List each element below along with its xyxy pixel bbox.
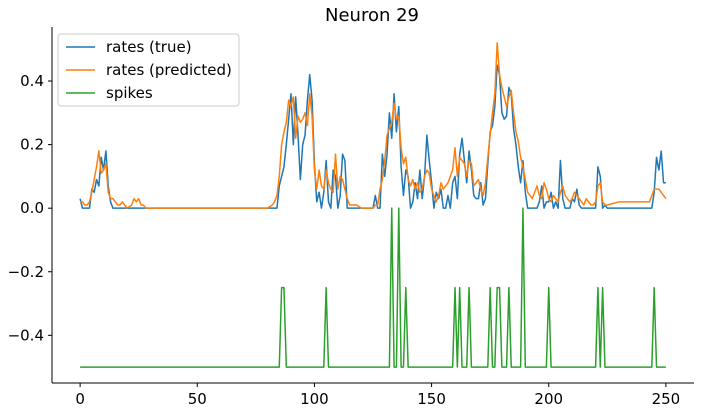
x-tick-label: 0 — [75, 390, 85, 408]
legend-label: rates (true) — [106, 38, 192, 56]
series-line-rates-predicted — [80, 42, 667, 209]
y-tick-label: 0.4 — [20, 72, 44, 90]
series-line-spikes — [80, 207, 666, 368]
legend-box — [57, 33, 240, 107]
chart-title: Neuron 29 — [325, 5, 419, 26]
x-tick-label: 250 — [652, 390, 681, 408]
axes-layer: 0 50 100 150 200 250 −0.4 −0.2 0.0 0.2 0.4 — [8, 27, 694, 408]
legend-label: spikes — [106, 84, 153, 102]
y-tick-label: −0.4 — [8, 326, 44, 344]
series-line-rates-true — [79, 64, 666, 209]
y-tick-label: 0.2 — [20, 136, 44, 154]
legend-label: rates (predicted) — [106, 61, 232, 79]
x-tick-label: 100 — [300, 390, 329, 408]
y-tick-label: −0.2 — [8, 263, 44, 281]
x-tick-label: 150 — [417, 390, 446, 408]
x-tick-label: 50 — [188, 390, 207, 408]
x-tick-label: 200 — [534, 390, 563, 408]
y-tick-label: 0.0 — [20, 199, 44, 217]
series-layer — [79, 42, 667, 368]
legend: rates (true) rates (predicted) spikes — [57, 33, 240, 107]
